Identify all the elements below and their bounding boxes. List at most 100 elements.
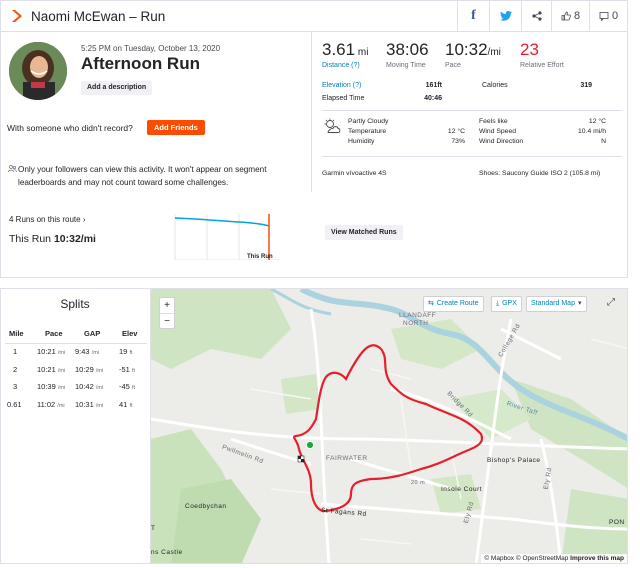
comment-count: 0: [611, 10, 619, 22]
splits-title: Splits: [60, 297, 90, 311]
twitter-icon: [499, 11, 512, 21]
wind-speed-value: 10.4 mi/h: [578, 128, 606, 135]
distance-unit: mi: [357, 47, 369, 58]
zoom-controls: + −: [159, 297, 175, 329]
facebook-share-button[interactable]: f: [457, 1, 489, 31]
divider: [322, 156, 622, 157]
kudos-count: 8: [573, 10, 581, 22]
divider: [5, 343, 147, 344]
matched-runs-title: 4 Runs on this route: [9, 215, 81, 224]
map-label-insole-court: Insole Court: [441, 486, 483, 493]
download-icon: ⤓: [496, 300, 500, 307]
shoes-info[interactable]: Shoes: Saucony Guide ISO 2 (105.8 mi): [479, 170, 601, 177]
comment-button[interactable]: 0: [589, 1, 627, 31]
chevron-right-icon[interactable]: [11, 9, 23, 23]
kudos-button[interactable]: 8: [551, 1, 589, 31]
matched-runs-chart: [174, 214, 281, 260]
weather-condition: Partly Cloudy: [348, 118, 389, 125]
split-mile: 1: [13, 347, 18, 356]
mapbox-attribution[interactable]: © Mapbox: [484, 555, 515, 562]
humidity-value: 73%: [451, 138, 465, 145]
wind-direction-label: Wind Direction: [479, 138, 524, 145]
calories-label: Calories: [482, 82, 508, 89]
relative-effort-stat[interactable]: 23 Relative Effort: [520, 40, 564, 69]
split-mile: 2: [13, 364, 18, 374]
route-icon: ⇆: [428, 300, 434, 307]
splits-header-elev: Elev: [122, 329, 138, 338]
temperature-value: 12 °C: [447, 128, 465, 135]
divider: [322, 110, 622, 111]
map-label-bishops-palace: Bishop's Palace: [487, 457, 541, 464]
elapsed-time-value: 40:46: [424, 95, 442, 102]
osm-attribution[interactable]: © OpenStreetMap: [515, 555, 569, 562]
chevron-right-icon: ›: [82, 215, 86, 224]
split-pace: 10:39 /mi: [37, 382, 66, 391]
pace-stat: 10:32/mi Pace: [445, 40, 501, 69]
split-elev: 19 ft: [119, 347, 133, 356]
feels-like-value: 12 °C: [588, 118, 606, 125]
map-label-pon: PON: [609, 519, 625, 526]
add-description-button[interactable]: Add a description: [81, 81, 153, 95]
map-attribution: © Mapbox © OpenStreetMap Improve this ma…: [481, 554, 627, 563]
split-gap: 10:29 /mi: [75, 364, 104, 374]
matched-runs-link[interactable]: 4 Runs on this route ›: [9, 215, 86, 224]
moving-time-stat: 38:06 Moving Time: [386, 40, 429, 69]
splits-header-gap: GAP: [84, 329, 101, 338]
comment-icon: [599, 12, 609, 21]
share-button[interactable]: [521, 1, 551, 31]
map-label-llandaff: LLANDAFF: [399, 312, 437, 319]
wind-direction-value: N: [601, 138, 606, 145]
zoom-in-button[interactable]: +: [164, 300, 170, 311]
map-label-st: T: [151, 525, 156, 532]
this-run-tag: This Run: [247, 254, 273, 260]
map-type-select[interactable]: Standard Map ▾: [526, 296, 587, 312]
splits-header-pace: Pace: [45, 329, 63, 338]
activity-datetime: 5:25 PM on Tuesday, October 13, 2020: [81, 44, 221, 53]
distance-label[interactable]: Distance (?): [322, 62, 360, 69]
split-elev: -51 ft: [119, 364, 135, 374]
split-elev: 41 ft: [119, 399, 133, 409]
split-pace: 10:21 /mi: [37, 364, 66, 374]
relative-effort-value: 23: [520, 40, 539, 59]
fullscreen-icon[interactable]: ⤢: [607, 297, 615, 308]
improve-map-link[interactable]: Improve this map: [570, 555, 624, 562]
split-mile: 3: [13, 382, 18, 391]
split-pace: 10:21 /mi: [37, 347, 66, 356]
route-map[interactable]: LLANDAFF NORTH FAIRWATER Bishop's Palace…: [150, 288, 628, 564]
feels-like-label: Feels like: [479, 118, 508, 125]
map-canvas: [151, 289, 627, 563]
followers-icon: [8, 165, 17, 175]
pace-label: Pace: [445, 62, 461, 69]
stats-panel: 3.61 mi Distance (?) 38:06 Moving Time 1…: [311, 32, 629, 192]
share-icon: [531, 11, 542, 21]
twitter-share-button[interactable]: [489, 1, 521, 31]
moving-time-label: Moving Time: [386, 62, 426, 69]
activity-summary: 5:25 PM on Tuesday, October 13, 2020 Aft…: [0, 32, 628, 278]
moving-time-value: 38:06: [386, 40, 429, 59]
matched-runs: 4 Runs on this route › This Run 10:32/mi…: [1, 202, 627, 278]
gpx-label: GPX: [502, 300, 517, 307]
split-elev: -45 ft: [119, 382, 135, 391]
thumbs-up-icon: [561, 11, 571, 21]
humidity-label: Humidity: [348, 138, 375, 145]
splits-panel: Splits Mile Pace GAP Elev 1 10:21 /mi 9:43…: [0, 288, 150, 564]
gpx-download-button[interactable]: ⤓ GPX: [491, 296, 522, 312]
activity-name: Afternoon Run: [81, 54, 200, 73]
page-title: Naomi McEwan – Run: [31, 8, 166, 24]
finish-flag-icon: [297, 455, 305, 463]
facebook-icon: f: [471, 8, 476, 23]
map-label-north: NORTH: [403, 320, 429, 327]
splits-header-mile: Mile: [9, 329, 24, 338]
add-friends-button[interactable]: Add Friends: [147, 120, 205, 135]
privacy-notice: Only your followers can view this activi…: [18, 165, 267, 187]
partly-cloudy-icon: [324, 118, 341, 133]
elevation-label[interactable]: Elevation (?): [322, 82, 362, 89]
relative-effort-label: Relative Effort: [520, 62, 564, 69]
this-run-summary: This Run 10:32/mi: [9, 233, 96, 245]
pace-unit: /mi: [487, 47, 501, 58]
avatar[interactable]: [9, 42, 67, 100]
view-matched-runs-button[interactable]: View Matched Runs: [325, 225, 403, 240]
map-type-label: Standard Map: [531, 300, 575, 307]
create-route-button[interactable]: ⇆ Create Route: [423, 296, 484, 312]
zoom-out-button[interactable]: −: [160, 313, 174, 328]
